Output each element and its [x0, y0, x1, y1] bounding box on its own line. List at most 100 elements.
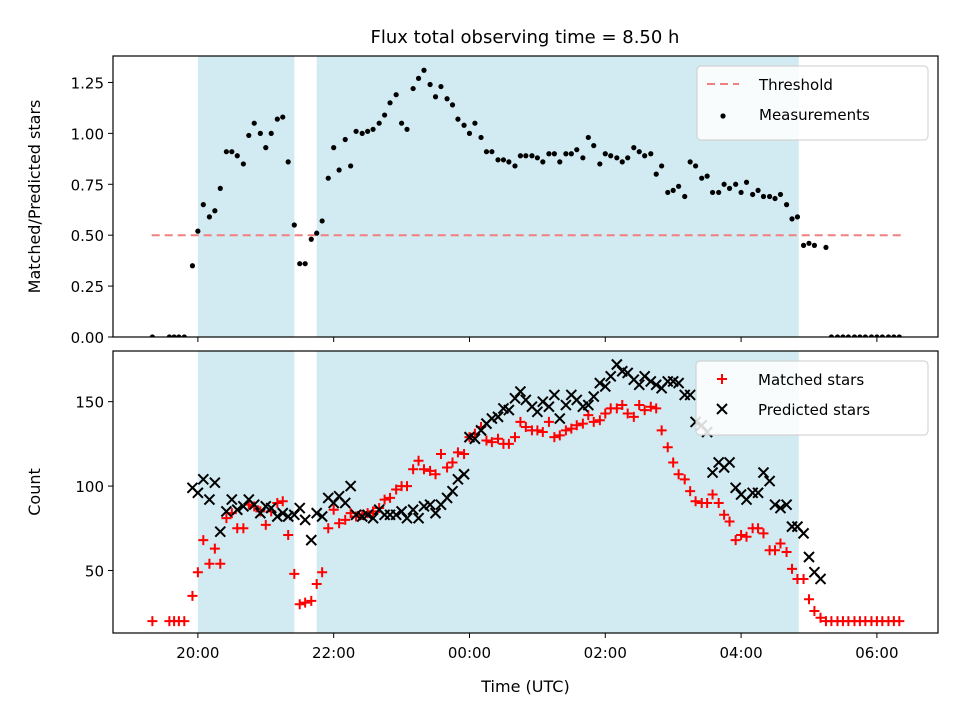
predicted-star-point: [390, 509, 402, 521]
matched-star-point: [645, 401, 656, 412]
predicted-star-point: [797, 527, 810, 540]
predicted-star-point: [774, 502, 787, 514]
matched-star-point: [803, 594, 814, 605]
matched-star-point: [713, 497, 724, 508]
measurement-point: [195, 228, 201, 234]
measurement-point: [636, 149, 642, 155]
measurement-point: [449, 102, 456, 108]
matched-star-point: [418, 464, 429, 475]
measurement-point: [608, 153, 614, 159]
legend-label: Measurements: [759, 106, 870, 124]
measurement-point: [648, 151, 654, 157]
measurement-point: [246, 132, 252, 139]
predicted-star-point: [780, 498, 793, 511]
measurement-point: [410, 85, 416, 92]
matched-star-point: [328, 504, 339, 515]
matched-star-point: [594, 415, 605, 426]
matched-star-point: [679, 474, 690, 485]
measurement-point: [415, 75, 422, 81]
measurement-point: [789, 216, 795, 222]
matched-star-point: [588, 416, 599, 427]
matched-star-point: [486, 437, 497, 448]
predicted-star-point: [446, 485, 459, 497]
measurement-point: [314, 230, 320, 236]
predicted-star-point: [220, 505, 233, 518]
matched-star-point: [481, 435, 492, 446]
measurement-point: [574, 147, 580, 153]
matched-star-point: [323, 523, 334, 534]
measurement-point: [325, 175, 331, 181]
measurement-point: [365, 128, 371, 134]
measurement-point: [862, 334, 868, 337]
measurement-point: [834, 334, 841, 337]
measurement-point: [438, 83, 444, 90]
matched-star-point: [685, 486, 696, 497]
matched-star-point: [340, 514, 351, 525]
measurement-point: [738, 189, 744, 196]
x-tick-label: 04:00: [719, 644, 762, 662]
predicted-star-point: [192, 487, 204, 499]
matched-star-point: [249, 501, 260, 512]
measurement-point: [896, 334, 902, 337]
matched-star-point: [503, 438, 514, 449]
measurement-point: [297, 261, 303, 267]
matched-star-point: [435, 449, 446, 460]
measurement-point: [642, 153, 648, 159]
measurement-point: [585, 134, 591, 141]
measurement-point: [602, 151, 608, 157]
predicted-star-point: [633, 379, 645, 391]
measurement-point: [591, 142, 597, 149]
measurement-point: [529, 153, 535, 159]
measurement-point: [512, 163, 518, 169]
measurement-point: [176, 334, 182, 337]
measurement-point: [268, 130, 274, 136]
measurement-point: [806, 240, 812, 246]
matched-star-point: [690, 496, 701, 507]
matched-star-point: [334, 518, 345, 529]
measurement-point: [767, 193, 773, 200]
matched-star-point: [198, 535, 209, 546]
predicted-star-point: [599, 380, 611, 393]
measurement-point: [517, 153, 524, 159]
measurement-point: [709, 189, 716, 196]
predicted-star-point: [672, 377, 685, 389]
measurement-point: [840, 334, 846, 337]
x-tick-label: 00:00: [448, 644, 491, 662]
measurement-point: [489, 149, 495, 155]
predicted-star-point: [429, 507, 442, 519]
measurement-point: [285, 159, 291, 165]
measurement-point: [631, 145, 637, 151]
predicted-star-point: [645, 375, 657, 388]
measurement-point: [444, 96, 450, 102]
measurement-point: [619, 159, 625, 165]
measurement-point: [427, 81, 433, 88]
matched-star-point: [775, 538, 786, 549]
matched-star-point: [515, 416, 526, 427]
measurement-point: [257, 130, 263, 136]
chart-title: Flux total observing time = 8.50 h: [371, 27, 680, 48]
measurement-point: [240, 161, 246, 167]
measurement-point: [665, 189, 671, 196]
matched-star-point: [651, 403, 662, 414]
legend-measurements-swatch: [720, 113, 726, 119]
predicted-star-point: [469, 433, 481, 445]
matched-star-point: [317, 567, 328, 578]
predicted-star-point: [294, 502, 306, 514]
predicted-star-point: [226, 493, 238, 506]
measurement-point: [868, 334, 875, 337]
measurement-point: [777, 191, 784, 198]
matched-star-point: [215, 558, 226, 569]
y-tick-label: 0.25: [71, 278, 104, 296]
matched-star-point: [583, 410, 594, 421]
y-axis-label: Count: [25, 468, 44, 516]
measurement-point: [523, 153, 529, 159]
matched-star-point: [379, 494, 390, 505]
predicted-star-point: [814, 573, 827, 585]
matched-star-point: [147, 616, 158, 627]
matched-star-point: [374, 503, 385, 514]
predicted-star-point: [401, 512, 413, 524]
measurement-point: [382, 112, 388, 118]
measurement-point: [563, 151, 569, 157]
measurement-point: [653, 171, 659, 177]
measurement-point: [733, 181, 739, 187]
